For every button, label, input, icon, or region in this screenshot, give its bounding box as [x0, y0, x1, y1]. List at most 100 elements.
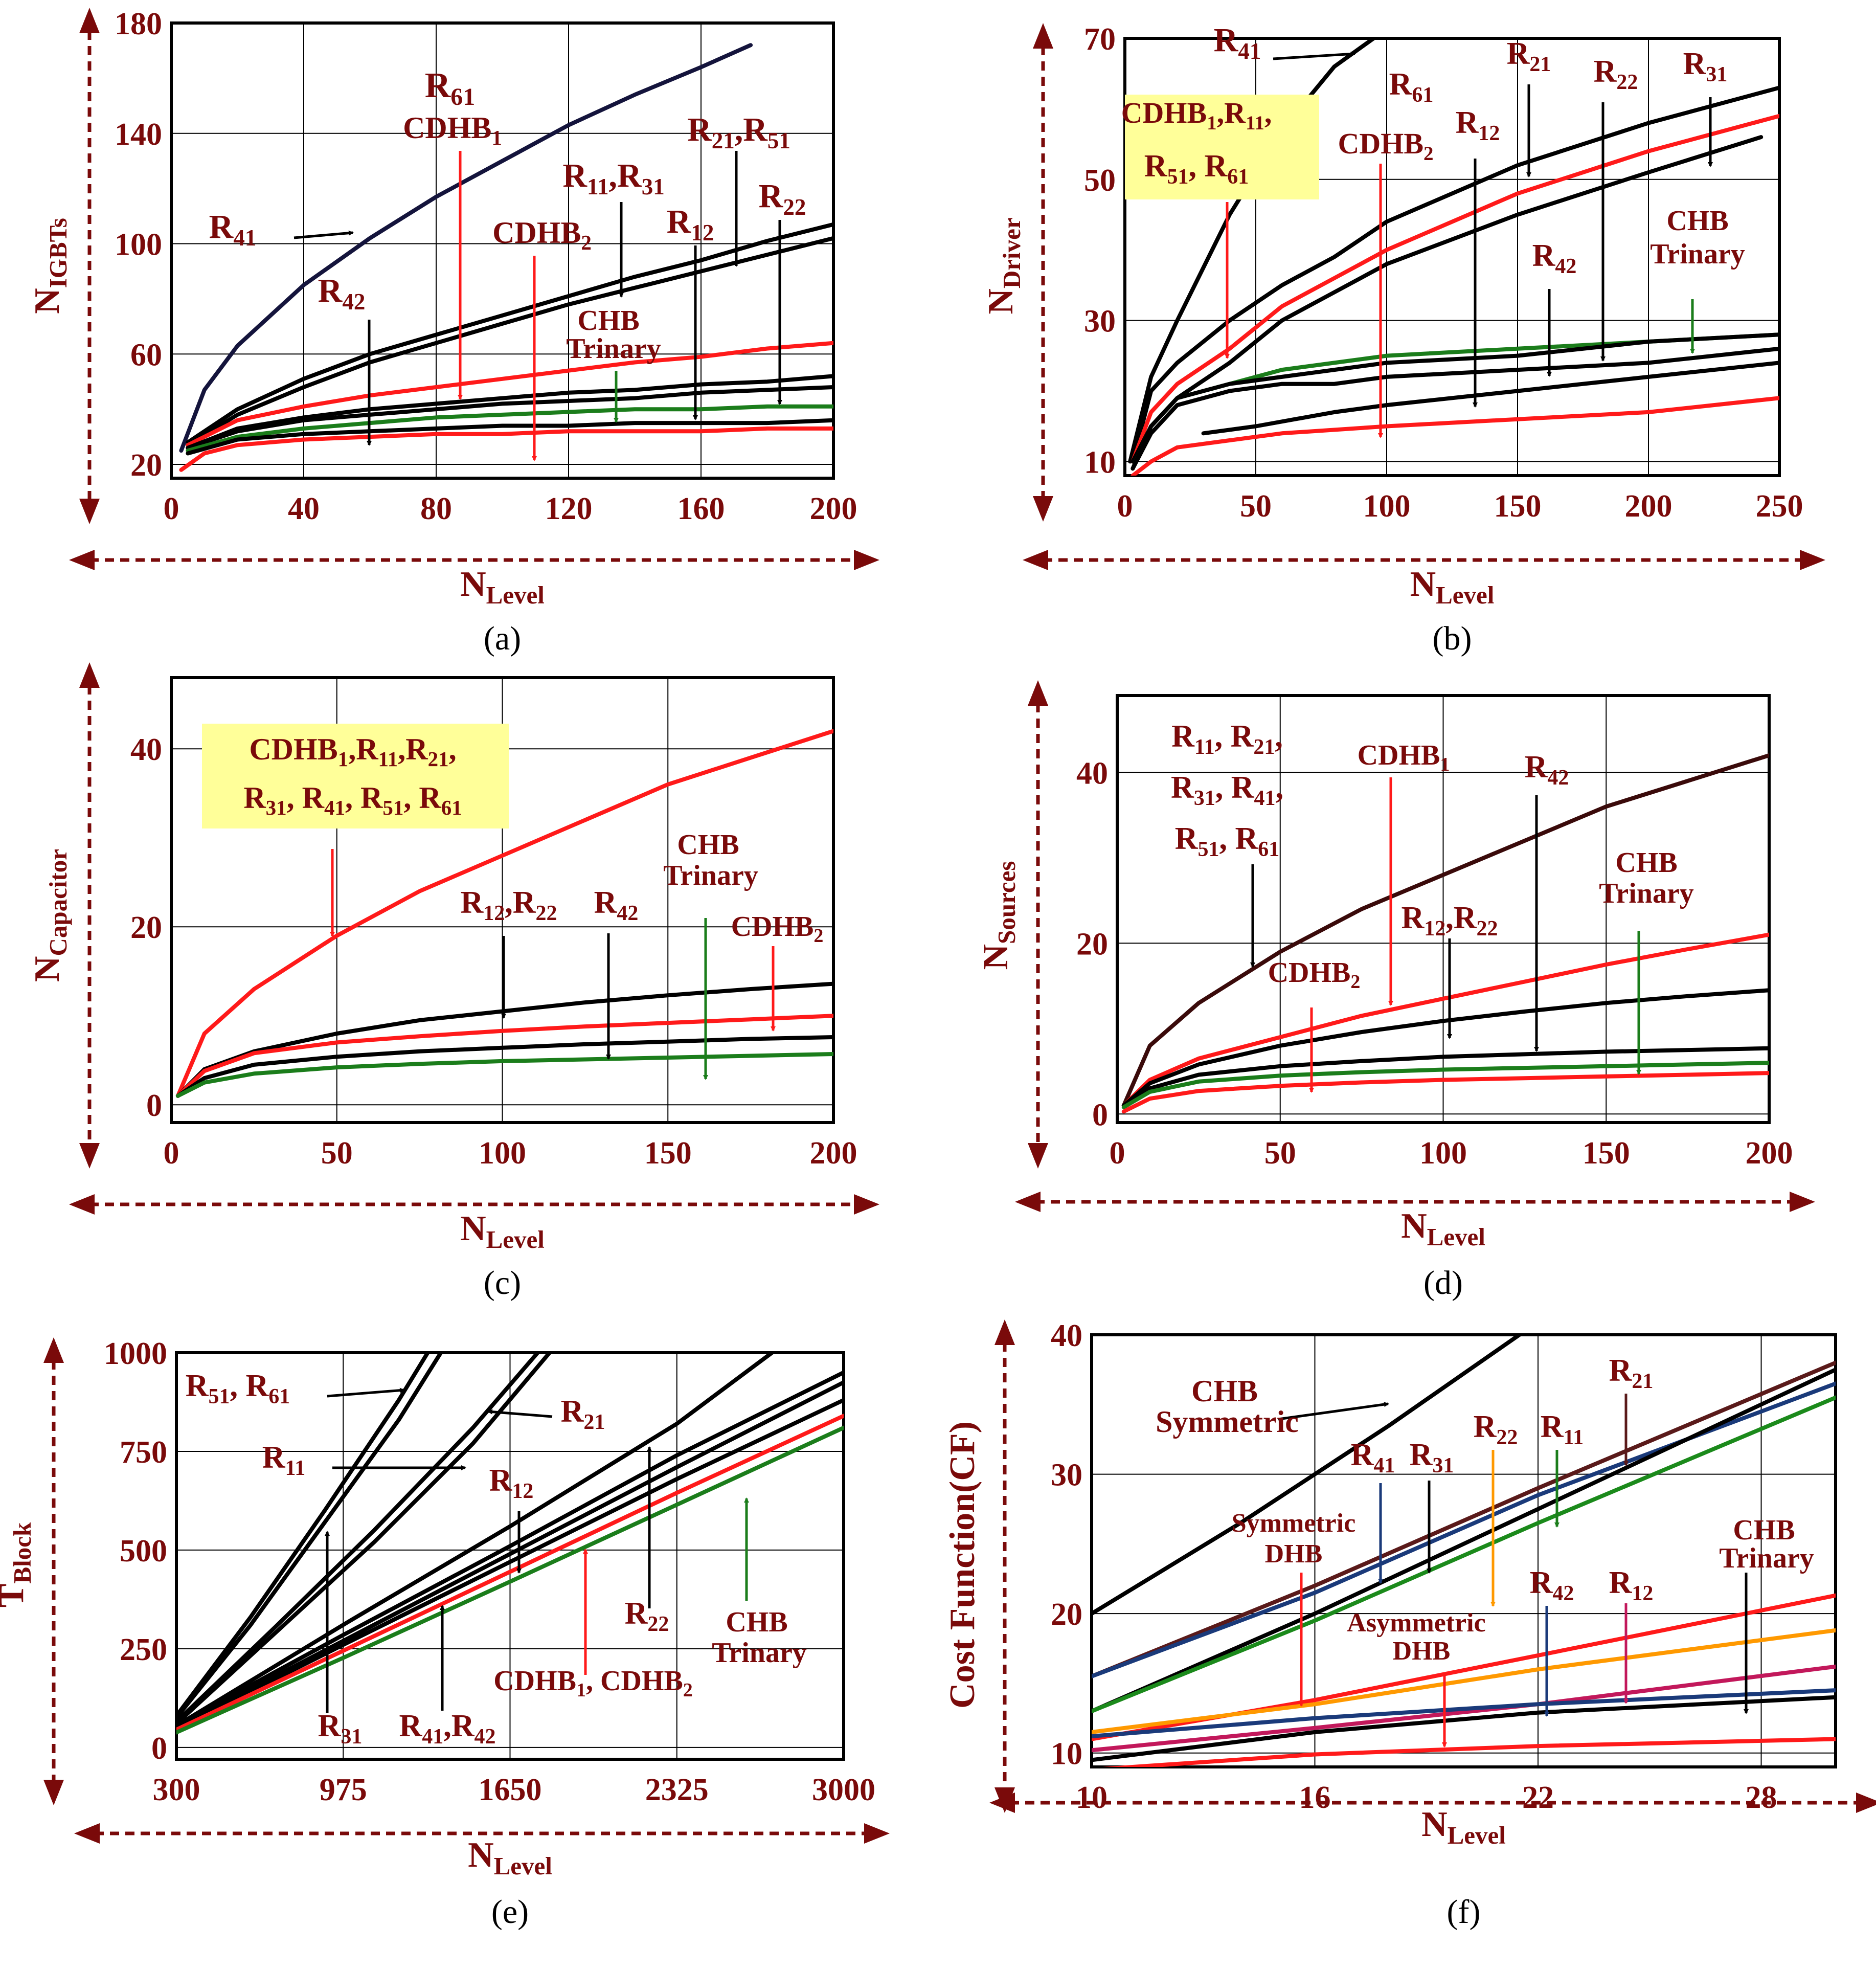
- series-line-r51-r61-a-: [176, 1353, 430, 1718]
- y-tick-label: 250: [120, 1632, 167, 1667]
- highlight-box: [1125, 95, 1319, 199]
- x-tick-label: 250: [1756, 489, 1803, 524]
- series-line-r41: [179, 43, 753, 453]
- x-tick-label: 22: [1522, 1780, 1554, 1815]
- x-tick-label: 100: [479, 1136, 526, 1171]
- annotation-label: Trinary: [663, 860, 758, 891]
- y-arrowhead-up: [43, 1337, 64, 1363]
- panel-caption: (a): [484, 620, 521, 657]
- y-arrowhead-up: [1028, 680, 1048, 706]
- chart-d: 0 50 100 150 200 0 20 40 NLevel NSources (d) R11​, …: [976, 680, 1815, 1302]
- x-tick-label: 975: [320, 1773, 367, 1807]
- annotation-label: R41​: [209, 208, 257, 251]
- series-line-r42: [1131, 346, 1779, 471]
- series-line-r12-r22: [1121, 988, 1769, 1108]
- panel-caption: (b): [1433, 620, 1472, 657]
- annotation-label: Symmetric: [1156, 1405, 1299, 1439]
- annotation-label: R31​: [1410, 1438, 1454, 1477]
- annotation-label: R51​, R61​: [1144, 149, 1249, 189]
- panel-caption: (e): [491, 1893, 529, 1931]
- x-arrowhead-left: [74, 1823, 100, 1844]
- y-tick-label: 0: [151, 1731, 167, 1766]
- series-line-r21: [1131, 85, 1779, 464]
- x-tick-label: 200: [1746, 1136, 1793, 1171]
- annotation-label: R12​,R22​: [460, 885, 557, 925]
- series-line-chb-trinary: [186, 404, 833, 453]
- y-tick-label: 0: [1092, 1098, 1108, 1132]
- y-arrowhead-up: [1033, 23, 1053, 49]
- annotation-label: Trinary: [566, 333, 661, 365]
- x-tick-label: 10: [1076, 1780, 1107, 1815]
- annotation-label: R31​, R41​,: [1171, 770, 1283, 810]
- annotation-label: R41​,R42​: [399, 1709, 495, 1749]
- y-arrowhead-down: [43, 1780, 64, 1805]
- highlight-box: [202, 724, 509, 828]
- series-line-r11: [176, 1353, 540, 1724]
- annotation-label: CDHB1​: [1358, 740, 1450, 775]
- series-line-chb-trinary: [1092, 1695, 1836, 1762]
- plot-frame: [170, 676, 835, 1124]
- annotation-arrow: [1273, 51, 1356, 60]
- series-line-cdhb2: [179, 426, 833, 472]
- panel-caption: (f): [1447, 1893, 1481, 1931]
- y-tick-label: 30: [1051, 1458, 1082, 1493]
- series-line-chb-symmetric: [1092, 1335, 1522, 1616]
- annotation-label: R31​, R41​, R51​, R61​: [243, 781, 462, 819]
- chart-a: 0 40 80 120 160 200 20 60 100 140 180 NLevel NIGBTs (…: [28, 7, 879, 657]
- chart-f: 10 16 22 28 10 20 30 40 NLevel Cost Function(CF) (…: [943, 1318, 1876, 1931]
- y-tick-label: 30: [1084, 304, 1116, 339]
- annotation-label: R12​: [667, 203, 714, 245]
- series-line-r21-r51: [186, 222, 833, 444]
- x-tick-label: 0: [1117, 489, 1133, 524]
- y-tick-label: 40: [1076, 756, 1108, 791]
- series-line-cdhb2: [175, 1014, 833, 1098]
- y-tick-label: 20: [1051, 1597, 1082, 1632]
- annotation-label: CHB: [1666, 205, 1728, 237]
- annotation-label: CHB: [1191, 1374, 1258, 1408]
- y-arrowhead-up: [994, 1319, 1015, 1345]
- annotation-arrow: [293, 230, 354, 239]
- series-line-r61-cdhb1: [186, 341, 833, 447]
- annotation-label: Trinary: [1719, 1542, 1814, 1574]
- annotation-arrow: [1278, 1402, 1389, 1421]
- annotation-label: CHB: [1615, 847, 1677, 879]
- x-tick-label: 100: [1419, 1136, 1467, 1171]
- series-line-r42: [175, 1035, 833, 1098]
- annotation-label: R51​, R61​: [186, 1369, 290, 1408]
- panel-caption: (d): [1423, 1264, 1463, 1302]
- annotation-label: R31​: [1683, 47, 1728, 86]
- x-tick-label: 80: [420, 491, 452, 526]
- chart-b: 0 50 100 150 200 250 10 30 50 70 NLevel NDriver (b) R…: [981, 21, 1825, 657]
- series-line-chb-trinary: [176, 1425, 844, 1735]
- annotation-label: R21​: [561, 1394, 605, 1434]
- y-tick-label: 180: [115, 7, 162, 41]
- annotation-label: R22​: [759, 177, 806, 220]
- annotation-label: Trinary: [1599, 878, 1694, 909]
- x-arrowhead-left: [989, 1793, 1015, 1813]
- y-tick-label: 40: [1051, 1318, 1082, 1353]
- y-tick-label: 10: [1051, 1737, 1082, 1772]
- y-arrowhead-up: [79, 662, 100, 688]
- x-tick-label: 200: [1625, 489, 1672, 524]
- x-axis-label: NLevel: [460, 565, 545, 609]
- y-tick-label: 20: [130, 448, 162, 483]
- annotation-label: Symmetric: [1232, 1509, 1356, 1538]
- x-tick-label: 0: [1110, 1136, 1125, 1171]
- x-arrowhead-right: [864, 1823, 890, 1844]
- x-tick-label: 3000: [812, 1773, 875, 1807]
- annotation-label: R21​,R51​: [687, 111, 790, 153]
- x-tick-label: 150: [1494, 489, 1542, 524]
- y-axis-label: Cost Function(CF): [943, 1421, 982, 1709]
- y-tick-label: 60: [130, 338, 162, 372]
- series-line-r42: [186, 418, 833, 456]
- y-tick-label: 70: [1084, 22, 1116, 57]
- chart-c: 0 50 100 150 200 0 20 40 NLevel NCapacitor (c) CDHB…: [28, 662, 879, 1302]
- series-line-cdhb1: [1121, 932, 1769, 1108]
- y-arrowhead-down: [1028, 1143, 1048, 1169]
- x-axis-label: NLevel: [1410, 565, 1495, 609]
- y-tick-label: 140: [115, 117, 162, 152]
- x-tick-label: 200: [810, 491, 857, 526]
- x-tick-label: 150: [1583, 1136, 1630, 1171]
- annotation-label: R12​: [1609, 1565, 1654, 1605]
- annotation-label: CDHB2​: [1268, 957, 1361, 993]
